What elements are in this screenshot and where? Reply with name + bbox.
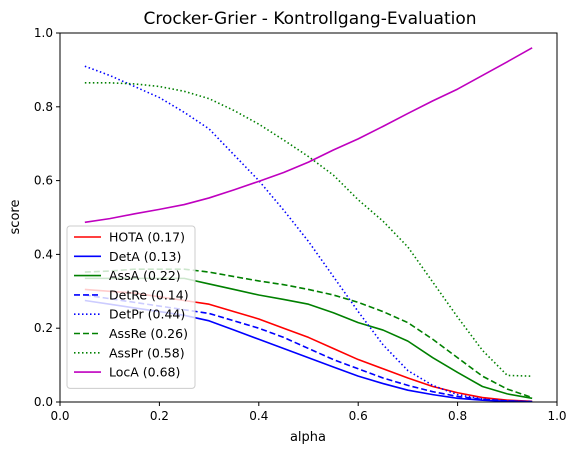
y-tick-label: 0.8 <box>34 100 53 114</box>
chart-title: Crocker-Grier - Kontrollgang-Evaluation <box>143 9 476 29</box>
x-tick-label: 0.2 <box>150 409 169 423</box>
x-tick-label: 0.8 <box>448 409 467 423</box>
x-tick-label: 0.4 <box>249 409 268 423</box>
legend-label: LocA (0.68) <box>109 365 180 380</box>
y-tick-label: 0.0 <box>34 395 53 409</box>
x-tick-label: 0.0 <box>50 409 69 423</box>
y-tick-label: 1.0 <box>34 26 53 40</box>
legend-label: HOTA (0.17) <box>109 230 185 245</box>
x-tick-label: 1.0 <box>547 409 566 423</box>
x-tick-label: 0.6 <box>349 409 368 423</box>
y-axis: 0.0 0.2 0.4 0.6 0.8 1.0 <box>34 26 60 409</box>
series-line-4 <box>84 65 533 403</box>
y-tick-label: 0.4 <box>34 247 53 261</box>
y-axis-label: score <box>8 200 23 235</box>
axes-frame <box>59 32 558 403</box>
legend-label: DetPr (0.44) <box>109 307 185 322</box>
legend-label: DetA (0.13) <box>109 249 181 264</box>
y-tick-label: 0.2 <box>34 321 53 335</box>
legend-label: AssA (0.22) <box>109 268 181 283</box>
legend: HOTA (0.17) DetA (0.13) AssA (0.22) DetRe (… <box>66 225 196 389</box>
legend-label: DetRe (0.14) <box>109 287 189 302</box>
series-line-6 <box>84 82 533 377</box>
x-axis: 0.0 0.2 0.4 0.6 0.8 1.0 <box>50 402 567 423</box>
y-tick-label: 0.6 <box>34 174 53 188</box>
legend-box <box>66 225 196 389</box>
legend-label: AssRe (0.26) <box>109 326 188 341</box>
legend-label: AssPr (0.58) <box>109 345 185 360</box>
series-line-7 <box>84 47 533 224</box>
x-axis-label: alpha <box>290 430 326 445</box>
